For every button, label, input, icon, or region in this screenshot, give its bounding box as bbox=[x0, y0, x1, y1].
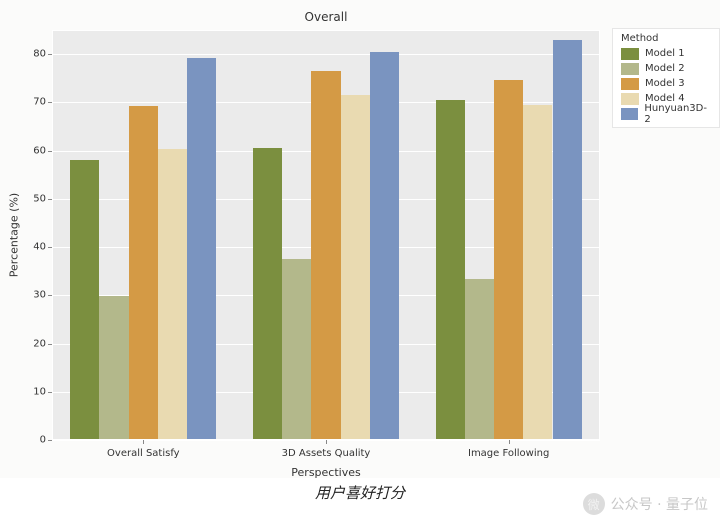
plot-spine bbox=[52, 439, 600, 440]
x-axis-label: Perspectives bbox=[291, 466, 360, 479]
bar bbox=[311, 71, 340, 440]
bar bbox=[158, 149, 187, 440]
bar bbox=[465, 279, 494, 440]
legend-label: Model 1 bbox=[645, 48, 685, 59]
plot-area: 01020304050607080Overall Satisfy3D Asset… bbox=[52, 30, 600, 440]
bar bbox=[187, 58, 216, 440]
legend-swatch bbox=[621, 78, 639, 90]
legend-item: Model 2 bbox=[621, 61, 711, 76]
legend-label: Model 2 bbox=[645, 63, 685, 74]
bar bbox=[341, 95, 370, 440]
x-tick-mark bbox=[143, 440, 144, 444]
y-axis-label: Percentage (%) bbox=[8, 193, 21, 277]
bar bbox=[553, 40, 582, 440]
legend-swatch bbox=[621, 108, 638, 120]
legend-item: Model 3 bbox=[621, 76, 711, 91]
bar bbox=[70, 160, 99, 440]
bar bbox=[494, 80, 523, 440]
watermark-text: 公众号 · 量子位 bbox=[611, 494, 708, 514]
chart-title: Overall bbox=[305, 10, 348, 24]
legend-swatch bbox=[621, 93, 639, 105]
bar bbox=[129, 106, 158, 440]
legend: Method Model 1Model 2Model 3Model 4Hunyu… bbox=[612, 28, 720, 128]
legend-title: Method bbox=[621, 33, 711, 44]
gridline bbox=[52, 54, 600, 55]
legend-item: Model 1 bbox=[621, 46, 711, 61]
watermark: 微 公众号 · 量子位 bbox=[583, 493, 708, 515]
legend-swatch bbox=[621, 48, 639, 60]
legend-item: Hunyuan3D-2 bbox=[621, 106, 711, 121]
x-tick-mark bbox=[509, 440, 510, 444]
legend-swatch bbox=[621, 63, 639, 75]
y-tick-mark bbox=[48, 440, 52, 441]
x-tick-mark bbox=[326, 440, 327, 444]
figure-root: { "chart": { "type": "bar", "title": "Ov… bbox=[0, 0, 720, 521]
plot-spine bbox=[52, 30, 53, 440]
wechat-icon: 微 bbox=[583, 493, 605, 515]
bar bbox=[282, 259, 311, 440]
legend-label: Model 3 bbox=[645, 78, 685, 89]
chart-canvas: 01020304050607080Overall Satisfy3D Asset… bbox=[0, 0, 720, 478]
bar bbox=[523, 105, 552, 440]
bar bbox=[99, 296, 128, 440]
bar bbox=[253, 148, 282, 440]
legend-label: Hunyuan3D-2 bbox=[644, 103, 711, 125]
plot-spine bbox=[52, 30, 600, 31]
plot-spine bbox=[599, 30, 600, 440]
bar bbox=[436, 100, 465, 440]
bar bbox=[370, 52, 399, 440]
